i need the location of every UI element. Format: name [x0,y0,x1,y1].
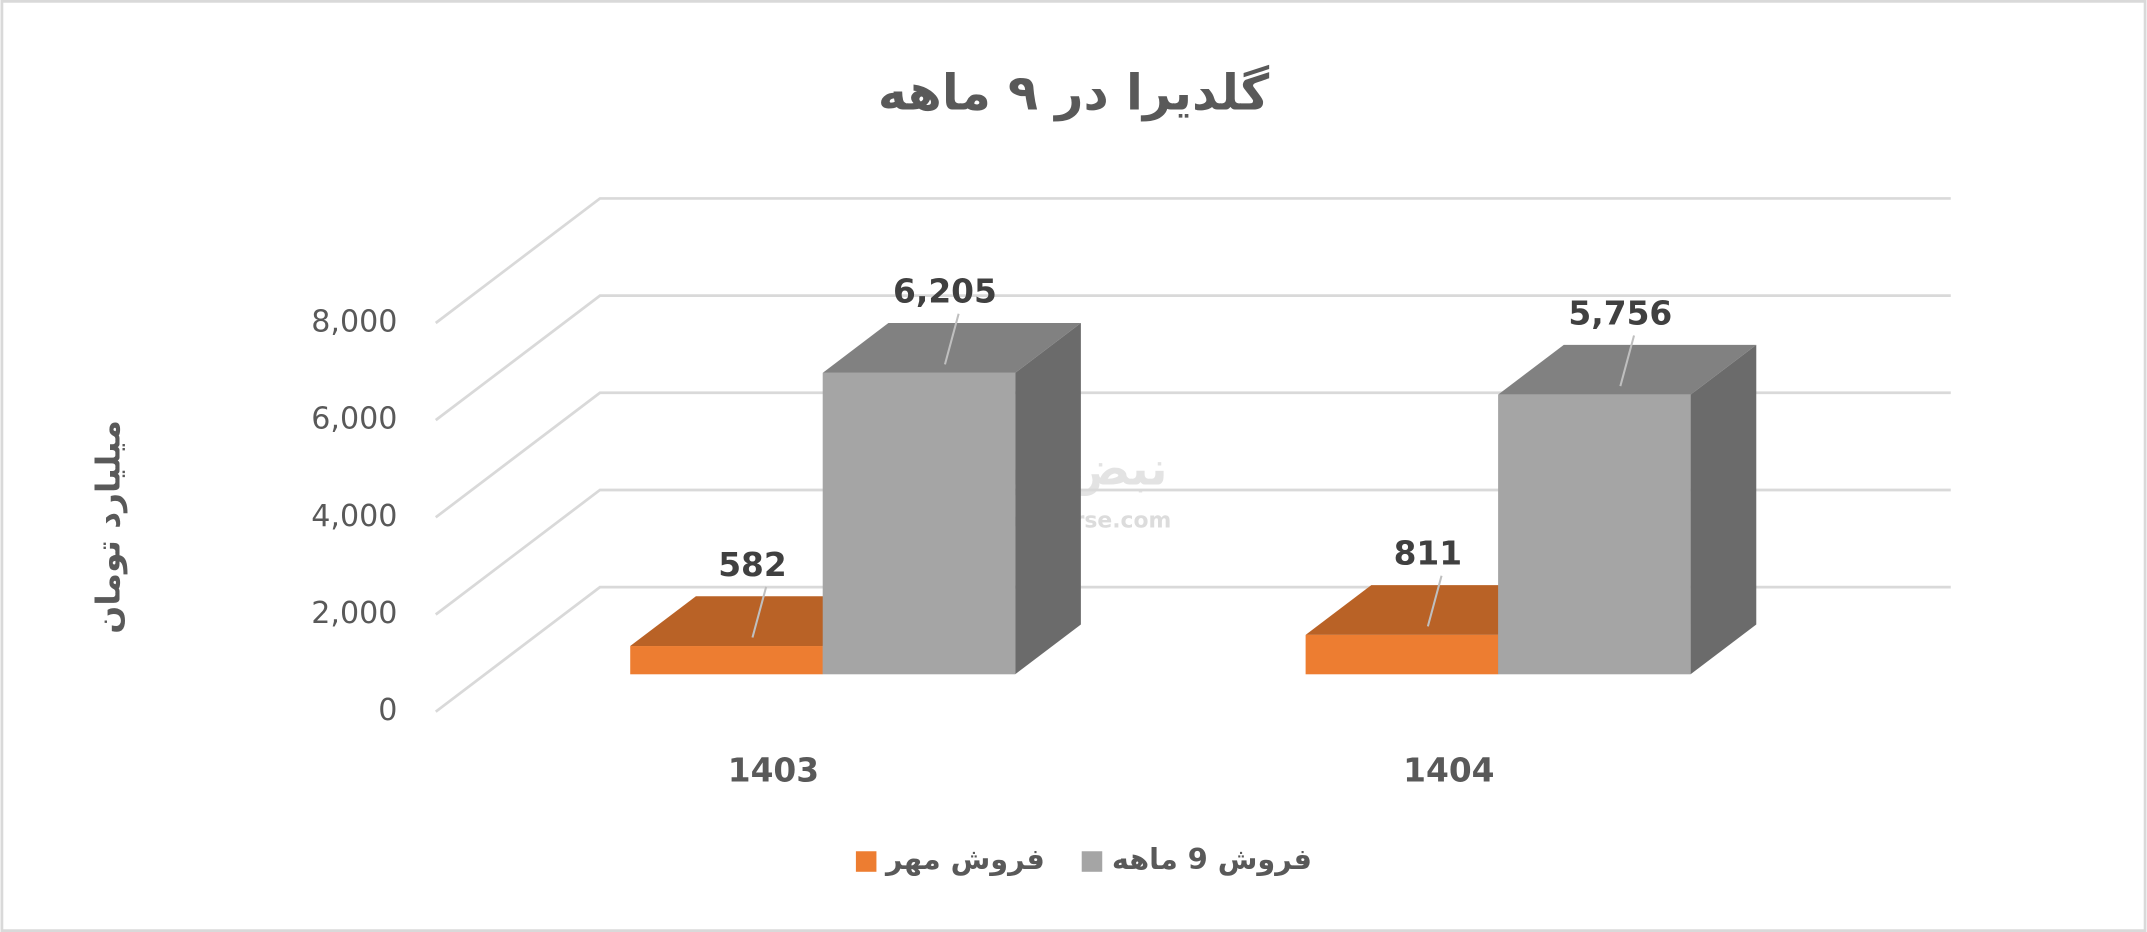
y-tick-label: 2,000 [311,596,397,631]
leader-line [943,313,960,365]
bar-side [1015,323,1081,675]
grid-line [434,294,1951,422]
y-tick-label: 0 [378,693,397,728]
legend-swatch [855,851,877,872]
y-tick-label: 4,000 [311,499,397,534]
legend-label: فروش مهر [884,842,1045,876]
y-axis-label: میلیارد تومان [90,420,128,634]
leader-line [1426,575,1443,627]
chart-title: گلدیرا در ۹ ماهه [878,63,1270,121]
legend-label: فروش 9 ماهه [1112,842,1312,876]
legend-swatch [1081,851,1103,872]
data-label: 582 [718,546,787,584]
data-label: 811 [1394,535,1463,573]
x-tick-label: 1403 [728,751,819,789]
grid-line [434,391,1951,519]
bar [1305,634,1499,675]
bar-top [822,323,1081,373]
y-tick-label: 8,000 [311,304,397,339]
bar [1498,394,1691,675]
bar-top [1498,344,1757,395]
data-label: 6,205 [893,273,997,311]
leader-line [751,586,768,638]
bar-side [1690,344,1757,675]
bar [630,646,823,675]
grid-line [434,197,1951,325]
y-tick-label: 6,000 [311,402,397,437]
leader-line [1619,335,1636,387]
x-tick-label: 1404 [1403,751,1494,789]
data-label: 5,756 [1568,294,1672,332]
bar [822,372,1016,675]
